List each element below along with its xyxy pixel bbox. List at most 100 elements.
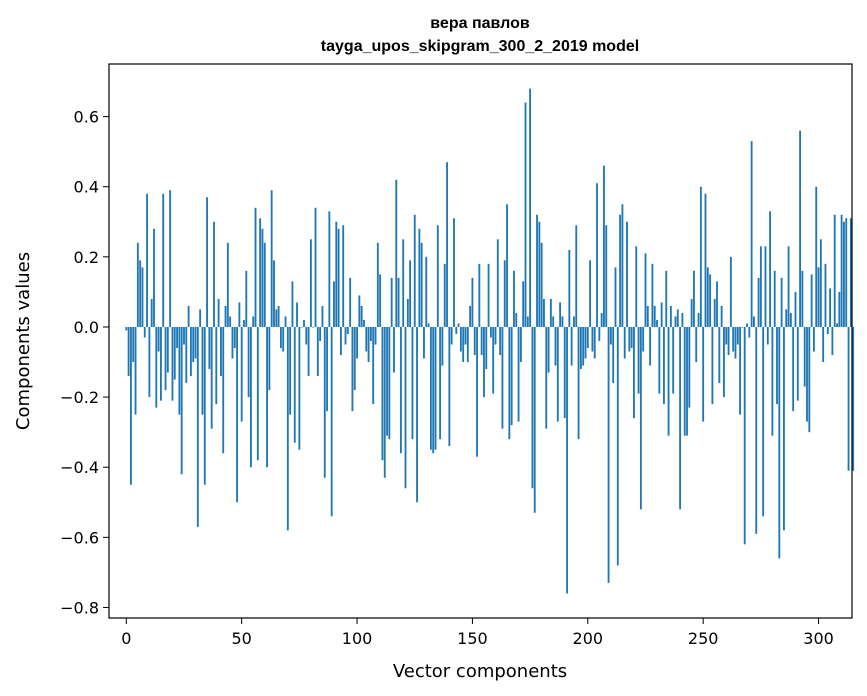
bar bbox=[840, 214, 843, 327]
bar bbox=[127, 326, 130, 377]
bar bbox=[506, 204, 508, 327]
bar bbox=[787, 246, 790, 327]
bar bbox=[231, 326, 234, 359]
bar bbox=[473, 326, 476, 356]
bar bbox=[469, 305, 472, 327]
bar bbox=[466, 326, 469, 363]
bar bbox=[358, 295, 361, 327]
bar bbox=[171, 326, 174, 401]
bar bbox=[279, 326, 282, 349]
bar bbox=[217, 298, 220, 327]
bar bbox=[644, 253, 647, 327]
bar bbox=[148, 326, 151, 398]
bar bbox=[554, 326, 557, 366]
bar bbox=[799, 130, 802, 327]
bar bbox=[582, 326, 585, 366]
bar bbox=[425, 256, 428, 327]
bar bbox=[224, 305, 227, 327]
bar bbox=[446, 162, 448, 327]
y-axis: −0.8 −0.6 −0.4 −0.2 0.0 0.2 0.4 0.6 bbox=[60, 108, 109, 617]
bar bbox=[178, 326, 181, 415]
bar bbox=[762, 326, 765, 517]
bar bbox=[759, 246, 762, 327]
bar bbox=[686, 326, 688, 436]
bar bbox=[448, 326, 451, 447]
bar bbox=[450, 326, 453, 345]
bar bbox=[344, 326, 347, 345]
bar bbox=[307, 326, 310, 377]
bar bbox=[522, 281, 525, 327]
bar bbox=[785, 309, 788, 327]
bar bbox=[372, 326, 375, 405]
bar bbox=[245, 270, 248, 327]
bar bbox=[219, 326, 222, 377]
bar bbox=[199, 309, 202, 327]
bar bbox=[810, 274, 813, 327]
bar bbox=[314, 207, 317, 327]
bar bbox=[429, 326, 432, 450]
bar bbox=[630, 326, 633, 349]
bar bbox=[386, 326, 388, 436]
bar bbox=[614, 267, 617, 327]
bar bbox=[653, 305, 656, 327]
bar bbox=[494, 326, 497, 345]
bar bbox=[360, 305, 363, 327]
bar bbox=[499, 326, 502, 356]
x-tick-label: 200 bbox=[573, 629, 604, 648]
bar bbox=[591, 326, 594, 352]
bar bbox=[561, 316, 564, 327]
bar bbox=[233, 326, 236, 349]
bar bbox=[796, 326, 799, 401]
bar bbox=[547, 326, 550, 373]
bar bbox=[293, 326, 296, 443]
bar bbox=[803, 326, 806, 387]
bar bbox=[339, 326, 342, 356]
bar bbox=[323, 326, 326, 478]
bar bbox=[596, 183, 598, 327]
bar bbox=[556, 326, 559, 422]
y-tick-label: 0.0 bbox=[74, 318, 99, 337]
bar bbox=[436, 225, 439, 327]
bar bbox=[736, 326, 739, 345]
bar bbox=[789, 312, 792, 327]
bar bbox=[813, 326, 815, 352]
bar bbox=[545, 326, 548, 429]
bar bbox=[418, 228, 421, 327]
bar bbox=[483, 326, 485, 398]
bar bbox=[176, 326, 178, 349]
y-tick-label: −0.8 bbox=[60, 598, 99, 617]
bar bbox=[628, 326, 631, 352]
bar bbox=[213, 221, 215, 327]
y-axis-label: Components values bbox=[13, 252, 34, 430]
bar bbox=[568, 249, 571, 327]
bar bbox=[208, 326, 211, 370]
bar bbox=[333, 281, 335, 327]
bar bbox=[794, 291, 797, 327]
bar bbox=[667, 326, 670, 436]
bar bbox=[166, 326, 169, 373]
bar bbox=[270, 190, 273, 327]
bar bbox=[612, 326, 615, 384]
bar bbox=[852, 326, 855, 471]
bar bbox=[365, 326, 368, 352]
bar bbox=[194, 326, 197, 359]
bar bbox=[609, 326, 612, 345]
bar bbox=[524, 102, 527, 327]
bar bbox=[563, 326, 566, 419]
bar bbox=[273, 260, 275, 327]
bar bbox=[515, 312, 518, 327]
bar bbox=[399, 326, 402, 454]
bar bbox=[764, 246, 767, 327]
bar bbox=[196, 326, 199, 527]
bar bbox=[815, 186, 818, 327]
bar bbox=[226, 242, 229, 327]
bar bbox=[829, 288, 832, 327]
bar bbox=[635, 246, 638, 327]
bar bbox=[559, 302, 562, 327]
bar bbox=[141, 267, 144, 327]
bar bbox=[702, 326, 705, 422]
bar bbox=[669, 305, 672, 327]
bar bbox=[513, 270, 515, 327]
